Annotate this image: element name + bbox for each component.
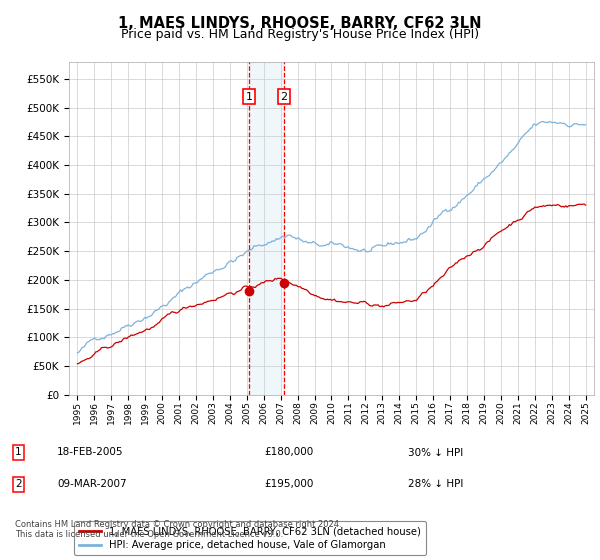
Text: 09-MAR-2007: 09-MAR-2007: [57, 479, 127, 489]
Bar: [249, 62, 284, 395]
Text: £180,000: £180,000: [264, 447, 313, 458]
Text: 1: 1: [15, 447, 22, 458]
Text: Price paid vs. HM Land Registry's House Price Index (HPI): Price paid vs. HM Land Registry's House …: [121, 28, 479, 41]
Text: Contains HM Land Registry data © Crown copyright and database right 2024.
This d: Contains HM Land Registry data © Crown c…: [15, 520, 341, 539]
Text: £195,000: £195,000: [264, 479, 313, 489]
Text: 30% ↓ HPI: 30% ↓ HPI: [408, 447, 463, 458]
Text: 2: 2: [15, 479, 22, 489]
Text: 1: 1: [245, 92, 253, 101]
Legend: 1, MAES LINDYS, RHOOSE, BARRY, CF62 3LN (detached house), HPI: Average price, de: 1, MAES LINDYS, RHOOSE, BARRY, CF62 3LN …: [74, 521, 426, 556]
Text: 2: 2: [280, 92, 287, 101]
Text: 28% ↓ HPI: 28% ↓ HPI: [408, 479, 463, 489]
Text: 1, MAES LINDYS, RHOOSE, BARRY, CF62 3LN: 1, MAES LINDYS, RHOOSE, BARRY, CF62 3LN: [118, 16, 482, 31]
Text: 18-FEB-2005: 18-FEB-2005: [57, 447, 124, 458]
